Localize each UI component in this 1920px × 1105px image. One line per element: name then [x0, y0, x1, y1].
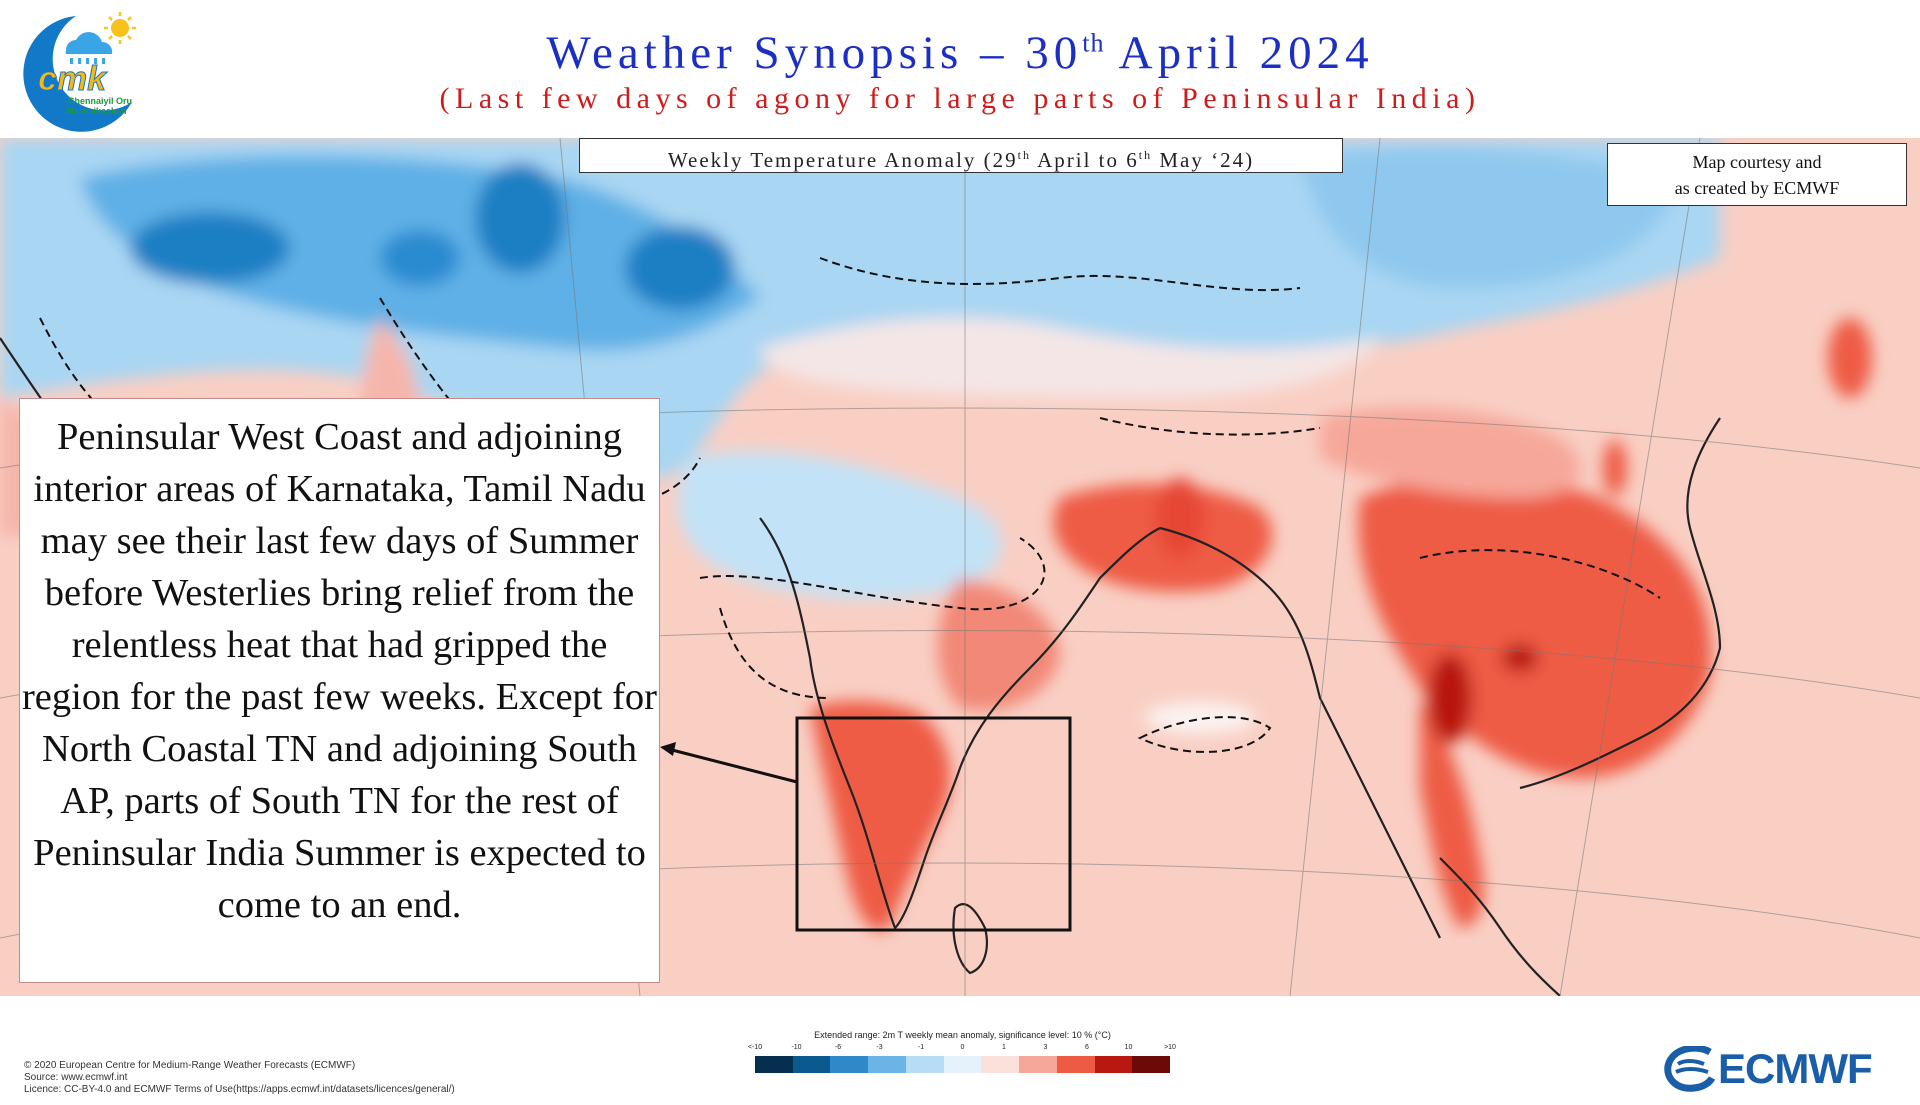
legend-bar [755, 1056, 1171, 1073]
ecmwf-wordmark: ECMWF [1718, 1045, 1873, 1092]
legend-tick-label: >10 [1164, 1044, 1176, 1051]
page-subtitle: (Last few days of agony for large parts … [439, 82, 1481, 115]
legend-swatch [1132, 1056, 1171, 1073]
courtesy-line-1: Map courtesy and [1692, 152, 1822, 172]
ecmwf-swirl-icon [1664, 1044, 1716, 1092]
footer-line-2: Source: www.ecmwf.int [24, 1072, 128, 1083]
legend-swatch [1094, 1056, 1133, 1073]
header: cmk Chennaiyil Oru Mazhaikaalam Weather … [0, 0, 1920, 138]
map-courtesy-note: Map courtesy and as created by ECMWF [1607, 143, 1907, 206]
legend-swatch [1056, 1056, 1095, 1073]
courtesy-line-2: as created by ECMWF [1674, 178, 1840, 198]
legend-tick-label: 10 [1124, 1044, 1133, 1051]
cloud-sun-rain-icon: cmk Chennaiyil Oru Mazhaikaalam [23, 12, 136, 132]
legend-tick-label: -10 [791, 1044, 802, 1051]
legend-swatch [755, 1056, 793, 1073]
legend-swatch [981, 1056, 1020, 1073]
comk-logo: cmk Chennaiyil Oru Mazhaikaalam [4, 6, 142, 132]
legend-tick-label: 0 [960, 1044, 965, 1051]
highlight-box [795, 716, 1072, 932]
legend-ticks: <-10 -10 -6 -3 -1 0 1 3 6 10 >10 [748, 1044, 1176, 1054]
legend-tick-label: -6 [834, 1044, 842, 1051]
legend-tick-label: 3 [1043, 1044, 1048, 1051]
legend-tick-label: -1 [917, 1044, 925, 1051]
ecmwf-logo: ECMWF [1664, 1044, 1904, 1092]
footer-line-3: Licence: CC-BY-4.0 and ECMWF Terms of Us… [24, 1084, 455, 1095]
legend-tick-label: -3 [876, 1044, 883, 1051]
legend-swatch [905, 1056, 944, 1073]
logo-wordmark: cmk [38, 60, 108, 98]
legend-title: Extended range: 2m T weekly mean anomaly… [814, 1030, 1111, 1040]
map-label: Weekly Temperature Anomaly (29th April t… [579, 138, 1343, 173]
legend-tick-label: 6 [1085, 1044, 1089, 1051]
legend-tick-label: <-10 [747, 1044, 763, 1051]
page-title: Weather Synopsis – 30th April 2024 [546, 27, 1374, 79]
arrow-head [660, 742, 676, 756]
legend-tick-label: 1 [1002, 1044, 1006, 1051]
forecast-text-box: Peninsular West Coast and adjoining inte… [19, 398, 660, 983]
footer-line-1: © 2020 European Centre for Medium-Range … [24, 1060, 356, 1071]
legend-swatch [1019, 1056, 1057, 1073]
legend-swatch [792, 1056, 831, 1073]
copyright-footer: © 2020 European Centre for Medium-Range … [24, 1060, 455, 1096]
legend-swatch [868, 1056, 906, 1073]
logo-line2: Mazhaikaalam [66, 106, 127, 116]
legend-swatch [830, 1056, 869, 1073]
logo-line1: Chennaiyil Oru [68, 96, 132, 106]
color-legend: Extended range: 2m T weekly mean anomaly… [748, 1030, 1176, 1075]
legend-swatch [943, 1056, 982, 1073]
